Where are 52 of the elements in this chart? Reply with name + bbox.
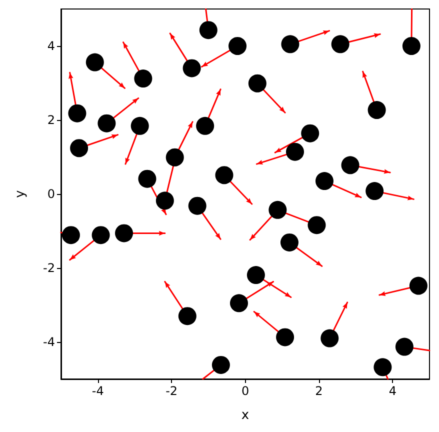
point — [402, 37, 420, 55]
point — [228, 37, 247, 55]
point — [92, 226, 110, 244]
y-tick-label: -2 — [43, 261, 55, 275]
point — [374, 358, 392, 376]
point — [280, 233, 298, 252]
point — [178, 307, 196, 326]
point — [188, 196, 206, 215]
point — [182, 59, 201, 78]
x-tick-label: 2 — [315, 384, 323, 398]
x-tick-label: 0 — [241, 384, 250, 398]
point — [366, 182, 384, 200]
point — [196, 116, 214, 135]
y-tick-label: 4 — [47, 39, 55, 53]
y-tick-label: 2 — [47, 113, 55, 127]
point — [320, 329, 339, 348]
point — [215, 166, 234, 184]
y-tick-label: 0 — [47, 187, 55, 201]
point — [68, 104, 86, 122]
point — [98, 114, 116, 132]
point — [86, 53, 104, 72]
point — [308, 216, 326, 234]
x-tick-label: 4 — [388, 384, 396, 398]
y-tick-label: -4 — [43, 335, 55, 349]
point — [130, 116, 149, 135]
point — [276, 328, 294, 346]
point — [286, 142, 304, 161]
point — [70, 139, 88, 158]
point — [246, 266, 265, 284]
point — [230, 294, 248, 312]
point — [199, 21, 218, 40]
point — [248, 74, 266, 92]
point — [138, 170, 156, 188]
point — [395, 338, 414, 356]
y-axis-title: y — [13, 190, 28, 198]
point — [166, 148, 184, 166]
point — [268, 200, 287, 219]
point — [212, 356, 230, 374]
point — [409, 276, 428, 295]
point — [115, 224, 134, 242]
point — [156, 192, 174, 210]
point — [281, 35, 300, 54]
point — [368, 101, 386, 120]
point — [301, 124, 320, 142]
point — [134, 70, 152, 88]
x-tick-label: -2 — [166, 384, 178, 398]
point — [331, 35, 350, 54]
x-axis-title: x — [241, 408, 250, 423]
point — [341, 156, 360, 174]
point — [62, 226, 80, 244]
x-tick-label: -4 — [92, 384, 104, 398]
point — [315, 172, 334, 190]
